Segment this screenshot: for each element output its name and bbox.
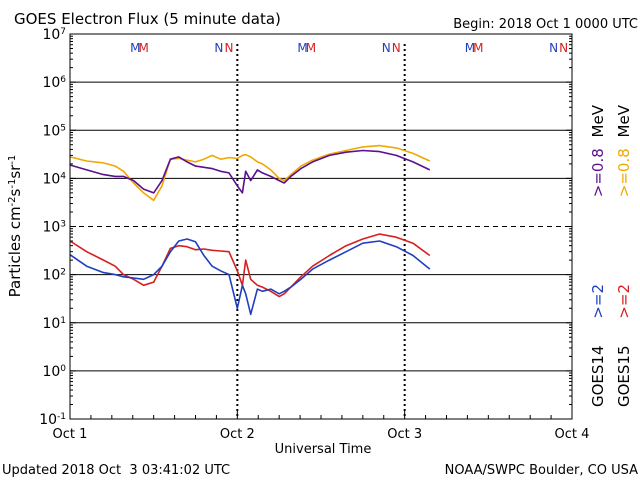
y-tick-label-base: 10 bbox=[39, 412, 57, 428]
legend-goes15: GOES15 >=2 >=0.8 MeV bbox=[615, 104, 633, 407]
mn-marker-n: N bbox=[214, 41, 223, 55]
legend-goes15-08mev: >=0.8 bbox=[615, 148, 633, 197]
x-tick-label: Oct 4 bbox=[555, 427, 590, 442]
y-tick-label-exponent: -1 bbox=[57, 412, 66, 422]
y-tick-label-1e3: 103 bbox=[42, 220, 66, 236]
series-line-1 bbox=[69, 144, 431, 202]
begin-label: Begin: 2018 Oct 1 0000 UTC bbox=[453, 17, 638, 32]
legend-goes14-name: GOES14 bbox=[589, 345, 607, 407]
y-tick-label-1e1: 101 bbox=[42, 316, 66, 332]
y-tick-label-exponent: 7 bbox=[60, 27, 66, 37]
updated-timestamp: Updated 2018 Oct 3 03:41:02 UTC bbox=[2, 463, 230, 478]
y-tick-label-exponent: 5 bbox=[60, 123, 66, 133]
y-tick-label-1e7: 107 bbox=[42, 27, 66, 43]
mn-marker-m: M bbox=[306, 41, 316, 55]
y-tick-label-exponent: 1 bbox=[60, 316, 66, 326]
mn-marker-n: N bbox=[382, 41, 391, 55]
series-line-4 bbox=[69, 238, 431, 316]
y-tick-label-base: 10 bbox=[42, 171, 60, 187]
mn-marker-n: N bbox=[559, 41, 568, 55]
legend-goes14-2mev: >=2 bbox=[589, 284, 607, 319]
y-tick-label-base: 10 bbox=[42, 268, 60, 284]
y-tick-label-base: 10 bbox=[42, 316, 60, 332]
y-tick-label-base: 10 bbox=[42, 75, 60, 91]
y-tick-label-1e2: 102 bbox=[42, 268, 66, 284]
series-line-2 bbox=[69, 233, 431, 298]
y-axis-label-sr: sr bbox=[6, 164, 24, 179]
legend-goes14: GOES14 >=2 >=0.8 MeV bbox=[589, 104, 607, 407]
x-axis-label: Universal Time bbox=[275, 442, 372, 457]
y-tick-label-exponent: 6 bbox=[60, 75, 66, 85]
mn-marker-m: M bbox=[473, 41, 483, 55]
y-axis-label-s: s bbox=[6, 188, 24, 196]
mn-marker-m: M bbox=[465, 41, 475, 55]
source-credit: NOAA/SWPC Boulder, CO USA bbox=[445, 463, 638, 478]
y-tick-label-exponent: 4 bbox=[60, 171, 66, 181]
y-tick-label-base: 10 bbox=[42, 123, 60, 139]
y-tick-label-exponent: 2 bbox=[60, 268, 66, 278]
y-tick-label-exponent: 0 bbox=[60, 364, 66, 374]
y-tick-label-1e-1: 10-1 bbox=[39, 412, 66, 428]
x-tick-label: Oct 3 bbox=[387, 427, 422, 442]
y-axis-label-base: Particles cm bbox=[6, 206, 24, 297]
x-tick-label: Oct 1 bbox=[53, 427, 88, 442]
marker-layer: MM N N MM N N MM N N bbox=[130, 41, 568, 55]
legend-goes14-unit: MeV bbox=[589, 104, 607, 137]
mn-marker-n: N bbox=[224, 41, 233, 55]
legend-goes15-name: GOES15 bbox=[615, 345, 633, 407]
mn-marker-n: N bbox=[549, 41, 558, 55]
y-tick-label-exponent: 3 bbox=[60, 220, 66, 230]
x-tick-label: Oct 2 bbox=[220, 427, 255, 442]
y-axis-label-exp-cm: -2 bbox=[7, 196, 18, 206]
y-tick-label-base: 10 bbox=[42, 220, 60, 236]
y-tick-label-1e6: 106 bbox=[42, 75, 66, 91]
series-line-3 bbox=[69, 149, 431, 194]
grid-layer bbox=[70, 44, 572, 419]
y-tick-label-base: 10 bbox=[42, 27, 60, 43]
legend-goes14-08mev: >=0.8 bbox=[589, 148, 607, 197]
y-axis-label: Particles cm-2s-1sr-1 bbox=[6, 155, 24, 298]
y-axis-label-exp-s: -1 bbox=[7, 179, 18, 189]
mn-marker-m: M bbox=[138, 41, 148, 55]
chart-title: GOES Electron Flux (5 minute data) bbox=[14, 10, 281, 28]
y-tick-label-1e0: 100 bbox=[42, 364, 66, 380]
mn-marker-n: N bbox=[392, 41, 401, 55]
y-tick-label-1e4: 104 bbox=[42, 171, 66, 187]
legend-goes15-unit: MeV bbox=[615, 104, 633, 137]
mn-marker-m: M bbox=[130, 41, 140, 55]
legend-goes15-2mev: >=2 bbox=[615, 284, 633, 319]
y-tick-label-1e5: 105 bbox=[42, 123, 66, 139]
series-layer bbox=[69, 144, 431, 316]
y-tick-label-base: 10 bbox=[42, 364, 60, 380]
mn-marker-m: M bbox=[297, 41, 307, 55]
y-axis-label-exp-sr: -1 bbox=[7, 155, 18, 165]
